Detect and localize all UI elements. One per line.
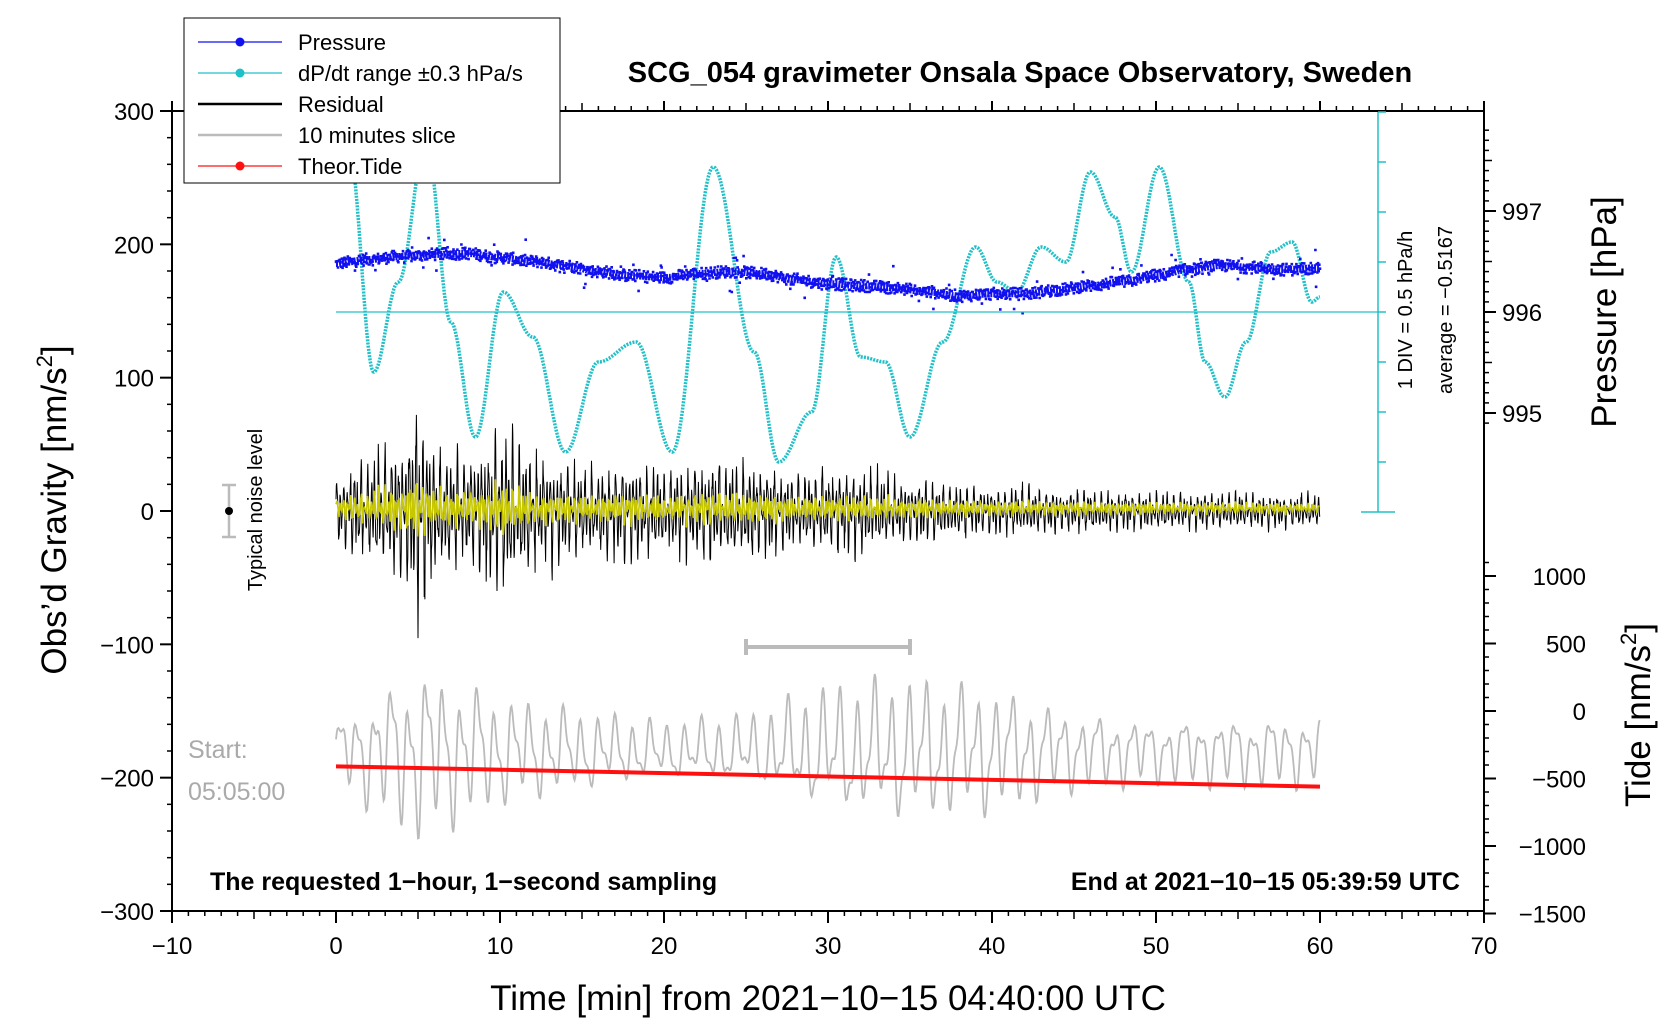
x-tick-label: −10 bbox=[152, 933, 193, 960]
y-left-tick-label: 200 bbox=[114, 232, 154, 259]
legend-label: 10 minutes slice bbox=[298, 123, 456, 148]
x-tick-label: 20 bbox=[651, 933, 678, 960]
y-left-label-end: ] bbox=[35, 345, 74, 355]
x-tick-label: 60 bbox=[1307, 933, 1334, 960]
legend-label: Theor.Tide bbox=[298, 154, 402, 179]
tide-axis-label: Tide [nm/s2] bbox=[1616, 623, 1658, 807]
pressure-axis: 995 996 997 bbox=[1484, 129, 1542, 428]
y-left-tick-label: −300 bbox=[100, 899, 154, 926]
x-tick-label: 30 bbox=[815, 933, 842, 960]
legend-entry: 10 minutes slice bbox=[198, 123, 456, 148]
chart-title: SCG_054 gravimeter Onsala Space Observat… bbox=[628, 57, 1412, 89]
tide-tick-label: −1000 bbox=[1519, 834, 1586, 861]
x-tick-label: 0 bbox=[329, 933, 342, 960]
x-tick-label: 70 bbox=[1471, 933, 1498, 960]
tide-line bbox=[335, 764, 1321, 789]
footer-left: The requested 1−hour, 1−second sampling bbox=[210, 868, 717, 896]
noise-label: Typical noise level bbox=[245, 429, 267, 591]
legend-entry: dP/dt range ±0.3 hPa/s bbox=[198, 61, 523, 86]
legend-marker bbox=[235, 68, 245, 78]
tide-tick-label: −1500 bbox=[1519, 902, 1586, 929]
noise-level-indicator bbox=[222, 483, 236, 539]
tide-tick-label: −500 bbox=[1532, 767, 1586, 794]
x-tick-label: 40 bbox=[979, 933, 1006, 960]
x-axis-label: Time [min] from 2021−10−15 04:40:00 UTC bbox=[490, 979, 1166, 1018]
legend-entries: Pressure dP/dt range ±0.3 hPa/s Residual 10… bbox=[198, 30, 523, 179]
y-left-tick-label: 0 bbox=[141, 499, 154, 526]
y-left-label-sup: 2 bbox=[32, 355, 57, 367]
tide-axis: 1000 500 0 −500 −1000 −1500 bbox=[1484, 561, 1586, 929]
legend-label: dP/dt range ±0.3 hPa/s bbox=[298, 61, 523, 86]
tide-label-main: Tide [nm/s bbox=[1619, 645, 1658, 807]
legend-box bbox=[183, 17, 561, 184]
pressure-points bbox=[334, 236, 1322, 315]
dpdt-average-label: average = −0.5167 bbox=[1435, 226, 1457, 394]
legend-marker bbox=[235, 161, 245, 171]
legend-entry: Residual bbox=[198, 92, 384, 117]
y-left-tick-label: −100 bbox=[100, 632, 154, 659]
tide-tick-label: 0 bbox=[1573, 699, 1586, 726]
x-tick-label: 10 bbox=[487, 933, 514, 960]
legend-entry: Theor.Tide bbox=[198, 154, 402, 179]
legend-marker bbox=[235, 37, 245, 47]
legend-label: Pressure bbox=[298, 30, 386, 55]
residual-smoothed-series bbox=[335, 479, 1320, 537]
y-left-tick-label: 100 bbox=[114, 366, 154, 393]
tide-tick-label: 1000 bbox=[1533, 564, 1586, 591]
y-left-axis: 300 200 100 0 −100 −200 −300 bbox=[100, 99, 172, 926]
dpdt-axis bbox=[336, 111, 1395, 513]
pressure-axis-label: Pressure [hPa] bbox=[1585, 196, 1624, 428]
tide-tick-label: 500 bbox=[1546, 632, 1586, 659]
residual-smoothed-line bbox=[335, 479, 1320, 537]
legend-label: Residual bbox=[298, 92, 384, 117]
y-left-tick-label: 300 bbox=[114, 99, 154, 126]
start-time: 05:05:00 bbox=[188, 778, 285, 806]
legend-entry: Pressure bbox=[198, 30, 386, 55]
slice-range-bracket bbox=[744, 639, 912, 655]
start-label: Start: bbox=[188, 736, 248, 764]
y-left-tick-label: −200 bbox=[100, 766, 154, 793]
dpdt-line bbox=[348, 140, 1321, 464]
pressure-tick-label: 997 bbox=[1502, 199, 1542, 226]
pressure-tick-label: 995 bbox=[1502, 401, 1542, 428]
y-left-label-main: Obs’d Gravity [nm/s bbox=[35, 367, 74, 674]
pressure-tick-label: 996 bbox=[1502, 300, 1542, 327]
dpdt-series bbox=[348, 140, 1321, 464]
pressure-series bbox=[334, 236, 1322, 315]
legend: Pressure dP/dt range ±0.3 hPa/s Residual 10… bbox=[183, 17, 561, 184]
noise-center-dot bbox=[225, 507, 233, 515]
x-tick-label: 50 bbox=[1143, 933, 1170, 960]
tide-series bbox=[335, 764, 1321, 789]
tide-label-sup: 2 bbox=[1616, 633, 1641, 645]
tide-label-end: ] bbox=[1619, 623, 1658, 633]
dpdt-scale-label: 1 DIV = 0.5 hPa/h bbox=[1395, 231, 1417, 389]
y-left-axis-label: Obs’d Gravity [nm/s2] bbox=[32, 345, 74, 674]
footer-right: End at 2021−10−15 05:39:59 UTC bbox=[1071, 868, 1460, 896]
